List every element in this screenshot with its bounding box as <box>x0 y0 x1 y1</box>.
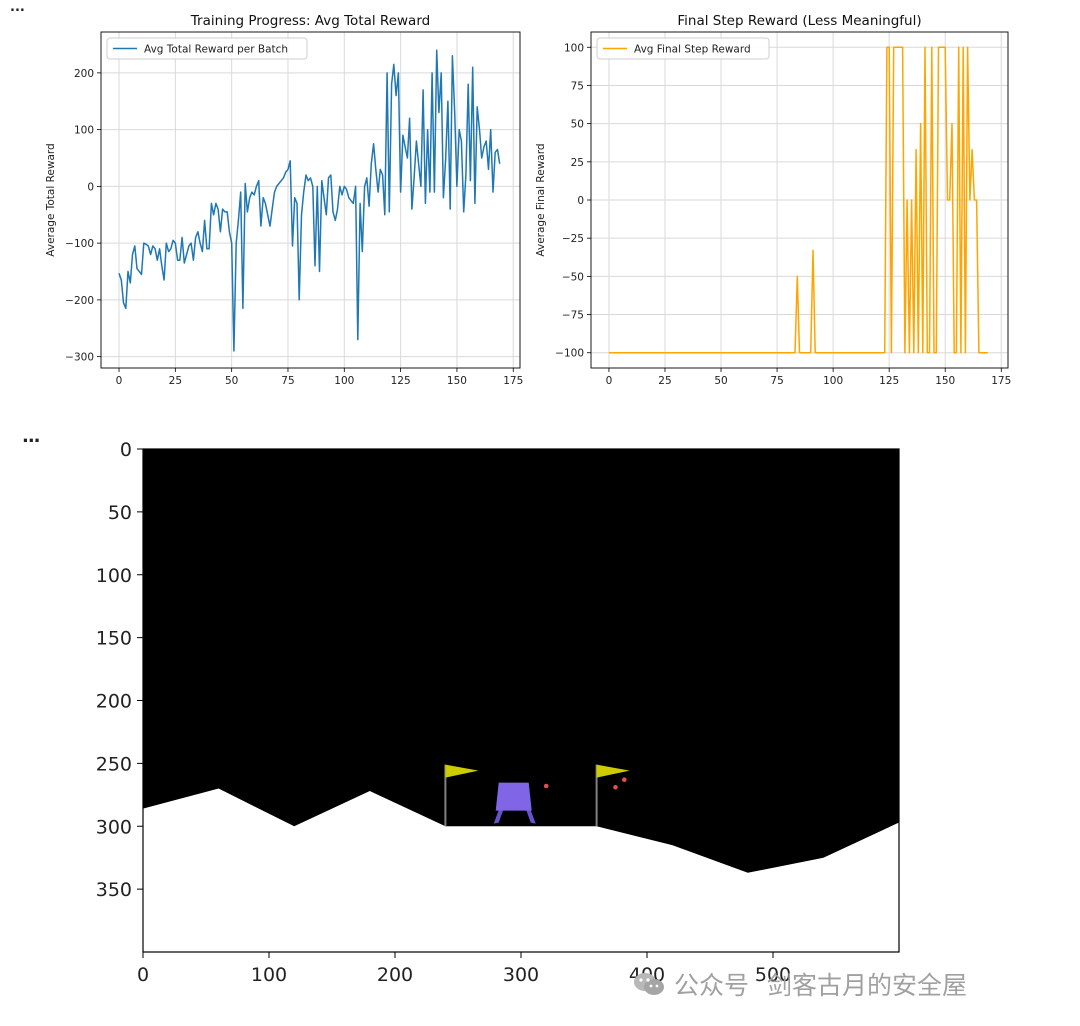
watermark-account-name: 剑客古月的安全屋 <box>767 971 968 1000</box>
y-tick-label: 100 <box>564 42 584 54</box>
y-tick-label: −100 <box>65 238 94 250</box>
y-tick-label: 250 <box>96 753 132 775</box>
y-tick-label: 150 <box>96 628 132 650</box>
x-tick-label: 300 <box>503 964 539 986</box>
exhaust-particle-3 <box>622 777 627 783</box>
watermark-source: 公众号 <box>674 971 750 1000</box>
legend-label: Avg Total Reward per Batch <box>144 44 288 56</box>
flag-icon-2 <box>596 764 630 778</box>
x-tick-label: 200 <box>377 964 413 986</box>
y-tick-label: 200 <box>96 691 132 713</box>
y-tick-label: 0 <box>87 181 94 193</box>
y-tick-label: −75 <box>562 310 584 322</box>
x-tick-label: 100 <box>251 964 287 986</box>
y-tick-label: −200 <box>65 295 94 307</box>
y-tick-label: −25 <box>562 233 584 245</box>
axes-frame <box>590 31 1009 369</box>
x-tick-label: 0 <box>116 375 123 387</box>
y-tick-label: 100 <box>96 565 132 587</box>
lander-leg-left <box>493 807 504 824</box>
cell-output-marker-middle[interactable]: ... <box>22 426 40 447</box>
chart-final-step-reward: 0 25 50 75 100 125 150 175 −100 −75 −50 −25 0 25 50 75 1… <box>535 13 1011 387</box>
y-tick-label: 350 <box>96 879 132 901</box>
lander-leg-right <box>525 807 536 824</box>
x-tick-label: 50 <box>714 375 727 387</box>
x-tick-label: 100 <box>823 375 843 387</box>
series-line-1 <box>118 49 501 352</box>
lander-body-icon <box>495 782 532 811</box>
x-tick-label: 125 <box>391 375 411 387</box>
y-tick-label: −100 <box>555 348 584 360</box>
axes-frame <box>100 31 521 369</box>
x-tick-label: 175 <box>503 375 523 387</box>
x-tick-label: 75 <box>770 375 783 387</box>
watermark: 公众号 剑客古月的安全屋 <box>632 966 967 1002</box>
y-axis-label: Average Final Reward <box>535 143 547 256</box>
legend-label: Avg Final Step Reward <box>634 44 751 56</box>
x-tick-label: 0 <box>606 375 613 387</box>
y-tick-label: 75 <box>571 80 584 92</box>
x-tick-label: 0 <box>137 964 149 986</box>
chart-title: Training Progress: Avg Total Reward <box>190 13 430 29</box>
exhaust-particle-1 <box>543 783 549 789</box>
x-tick-label: 75 <box>281 375 294 387</box>
x-tick-label: 25 <box>658 375 671 387</box>
legend-box <box>106 37 308 60</box>
legend-box <box>596 37 770 60</box>
y-axis-label: Average Total Reward <box>45 143 57 256</box>
chart-title: Final Step Reward (Less Meaningful) <box>677 13 921 29</box>
y-tick-label: 25 <box>571 157 584 169</box>
y-tick-label: −50 <box>562 271 584 283</box>
y-tick-label: 0 <box>577 195 584 207</box>
y-tick-label: 200 <box>74 68 94 80</box>
exhaust-particle-2 <box>613 784 618 790</box>
y-tick-label: 50 <box>108 502 132 524</box>
x-tick-label: 175 <box>991 375 1011 387</box>
series-line-1 <box>608 46 988 354</box>
x-tick-label: 50 <box>225 375 238 387</box>
x-tick-label: 150 <box>935 375 955 387</box>
y-tick-label: −300 <box>65 352 94 364</box>
y-tick-label: 100 <box>74 125 94 137</box>
wechat-logo-icon <box>634 973 664 995</box>
x-tick-label: 25 <box>169 375 182 387</box>
x-tick-label: 150 <box>447 375 467 387</box>
y-tick-label: 50 <box>571 119 584 131</box>
x-tick-label: 500 <box>755 964 791 986</box>
flag-icon-1 <box>445 764 479 778</box>
cell-output-marker-top[interactable]: ... <box>10 0 25 15</box>
x-tick-label: 125 <box>879 375 899 387</box>
y-tick-label: 0 <box>120 439 132 461</box>
x-tick-label: 100 <box>334 375 354 387</box>
chart-total-reward: 0 25 50 75 100 125 150 175 −300 −200 −100 0 100 200 Tr… <box>45 13 523 387</box>
y-tick-label: 300 <box>96 816 132 838</box>
moon-surface <box>143 788 899 952</box>
